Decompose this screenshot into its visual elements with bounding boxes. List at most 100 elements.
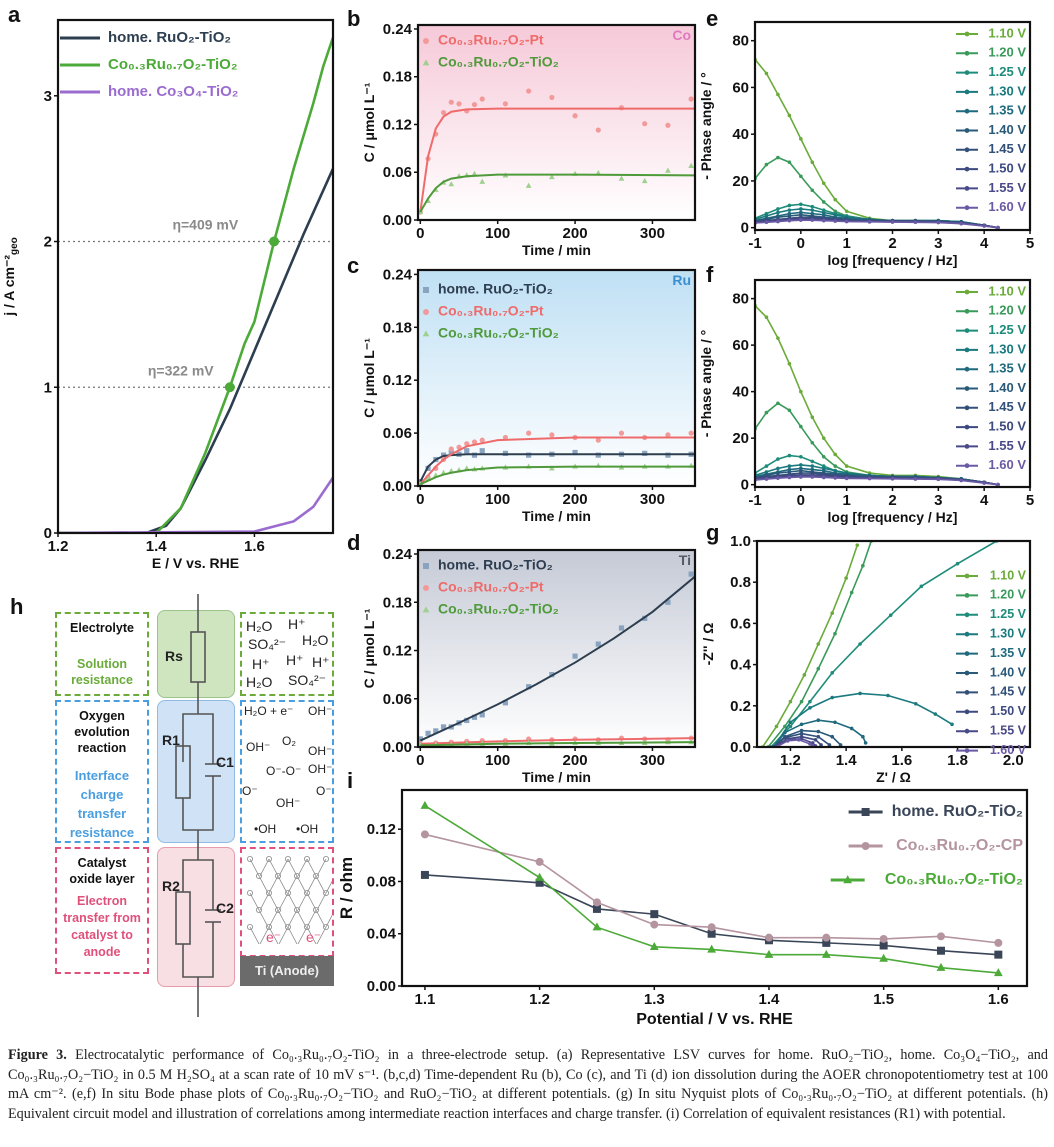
y-tick-label: 0.0 [730,739,751,756]
x-tick-label: 1 [842,492,850,509]
species: OH⁻ [246,740,271,754]
i-series-2-point [993,968,1003,977]
g-series-1-point [799,699,804,704]
f-series-9-point [913,477,918,481]
species: H₂O [302,632,329,648]
d-series-0-point [618,625,625,631]
legend-label: 1.35 V [990,646,1027,660]
f-series-3-point [787,464,792,468]
electrolyte-species-box: H₂O H⁺ SO₄²⁻ H₂O H⁺ H⁺ H⁺ H₂O SO₄²⁻ [240,612,334,696]
y-tick-label: 0.18 [383,594,412,611]
f-series-2-point [810,459,815,464]
f-series-0-point [764,315,769,320]
f-series-0-point [833,452,838,457]
f-series-9-point [787,475,792,480]
legend-marker [964,612,970,618]
lattice-bond [306,875,317,894]
plot-area [418,430,695,486]
legend-marker [964,748,970,753]
lattice-bond [306,892,317,911]
interface-charge-transfer-label: Interface charge transfer resistance [69,768,135,840]
e-series-0-point [764,71,769,76]
legend-marker [964,444,970,449]
c-series-1-point [618,430,625,436]
x-tick-label: 1.6 [988,991,1009,1008]
g-series-6-point [827,743,832,747]
lattice-bond [259,926,270,945]
b-series-0-point [448,99,454,105]
e-series-1-point [799,174,803,179]
f-series-9-point [764,477,769,481]
g-series-6-point [816,734,821,739]
d-series-0-point [688,571,694,577]
legend: home. RuO₂-TiO₂ Co₀.₃Ru₀.₇O₂-TiO₂ home. Co… [60,29,238,100]
legend-label: Co₀.₃Ru₀.₇O₂-TiO₂ [108,56,238,73]
x-axis-label: log [frequency / Hz] [828,509,958,525]
solution-resistance-label: Solution resistance [71,657,133,687]
e-series-1-point [776,155,780,160]
lattice-atom [265,924,272,931]
e-series-1-point [787,160,792,165]
g-series-0-point [830,611,835,615]
catalyst-layer-box: Catalyst oxide layer Electron transfer f… [55,847,149,974]
legend-label: Co₀.₃Ru₀.₇O₂-TiO₂ [438,54,559,70]
x-tick-label: 1.4 [759,991,781,1008]
legend-marker [964,89,970,95]
y-axis-label: -Z'' / Ω [700,623,716,666]
legend-label: 1.20 V [988,45,1026,60]
lattice-bond [249,892,260,911]
i-series-0-point [994,950,1003,959]
f-series-0-line [755,305,999,486]
r2-c2-box [157,847,235,987]
chart-b: 0 100 200 300 0.00 0.06 0.12 0.18 0.24 Time / min… [361,21,697,258]
y-tick-label: 0.08 [367,873,396,890]
panel-label-d: d [347,530,361,555]
species: O₂ [282,734,296,748]
f-series-2-point [776,457,780,461]
x-tick-label: 0 [797,492,805,509]
electrolyte-box: Electrolyte Solution resistance [55,612,149,696]
lattice-bond [259,858,270,877]
species: O⁻-O⁻ [266,764,302,778]
y-tick-label: 40 [732,384,749,401]
g-series-1-line [767,541,872,747]
b-series-0-point [526,88,532,94]
element-label: Ti [679,552,691,568]
oer-title: Oxygen evolution reaction [74,709,130,755]
e-series-9-point [799,218,803,222]
b-series-1-point [688,162,694,168]
species: H⁺ [288,616,306,632]
d-series-2-fit-line [420,741,695,747]
lattice-atom [313,907,320,914]
x-tick-label: 0 [797,235,805,252]
b-series-1-point [448,181,455,187]
legend-marker [964,631,970,637]
y-tick-label: 80 [732,33,749,50]
x-tick-label: 4 [980,492,989,509]
b-series-1-point [548,173,555,180]
legend-label: 1.45 V [988,399,1026,414]
lattice-atom [285,856,292,862]
c-series-1-point [526,430,532,436]
y-tick-label: 0.12 [383,643,412,660]
rs-box [157,610,235,698]
c-series-0-point [479,448,485,454]
g-series-0-point [788,699,793,704]
y-tick-label: 20 [732,430,749,447]
chart-i: 1.1 1.2 1.3 1.4 1.5 1.6 0.00 0.04 0.08 0.12 Potent… [337,788,1029,1028]
panel-label-e: e [706,6,719,31]
g-series-4-point [783,730,787,735]
g-series-2-point [830,671,835,675]
legend-label: 1.50 V [988,419,1026,434]
e-series-9-point [833,219,838,223]
g-series-3-point [788,720,793,725]
f-series-1-point [776,401,780,406]
b-series-1-point [641,177,648,184]
legend-marker [964,166,970,172]
legend-swatch [423,585,429,591]
legend-label: Co₀.₃Ru₀.₇O₂-CP [896,837,1023,854]
legend-label: 1.40 V [988,380,1026,395]
x-tick-label: 0 [416,491,424,508]
i-series-2-line [424,805,999,974]
legend-label: home. RuO₂-TiO₂ [438,557,553,573]
